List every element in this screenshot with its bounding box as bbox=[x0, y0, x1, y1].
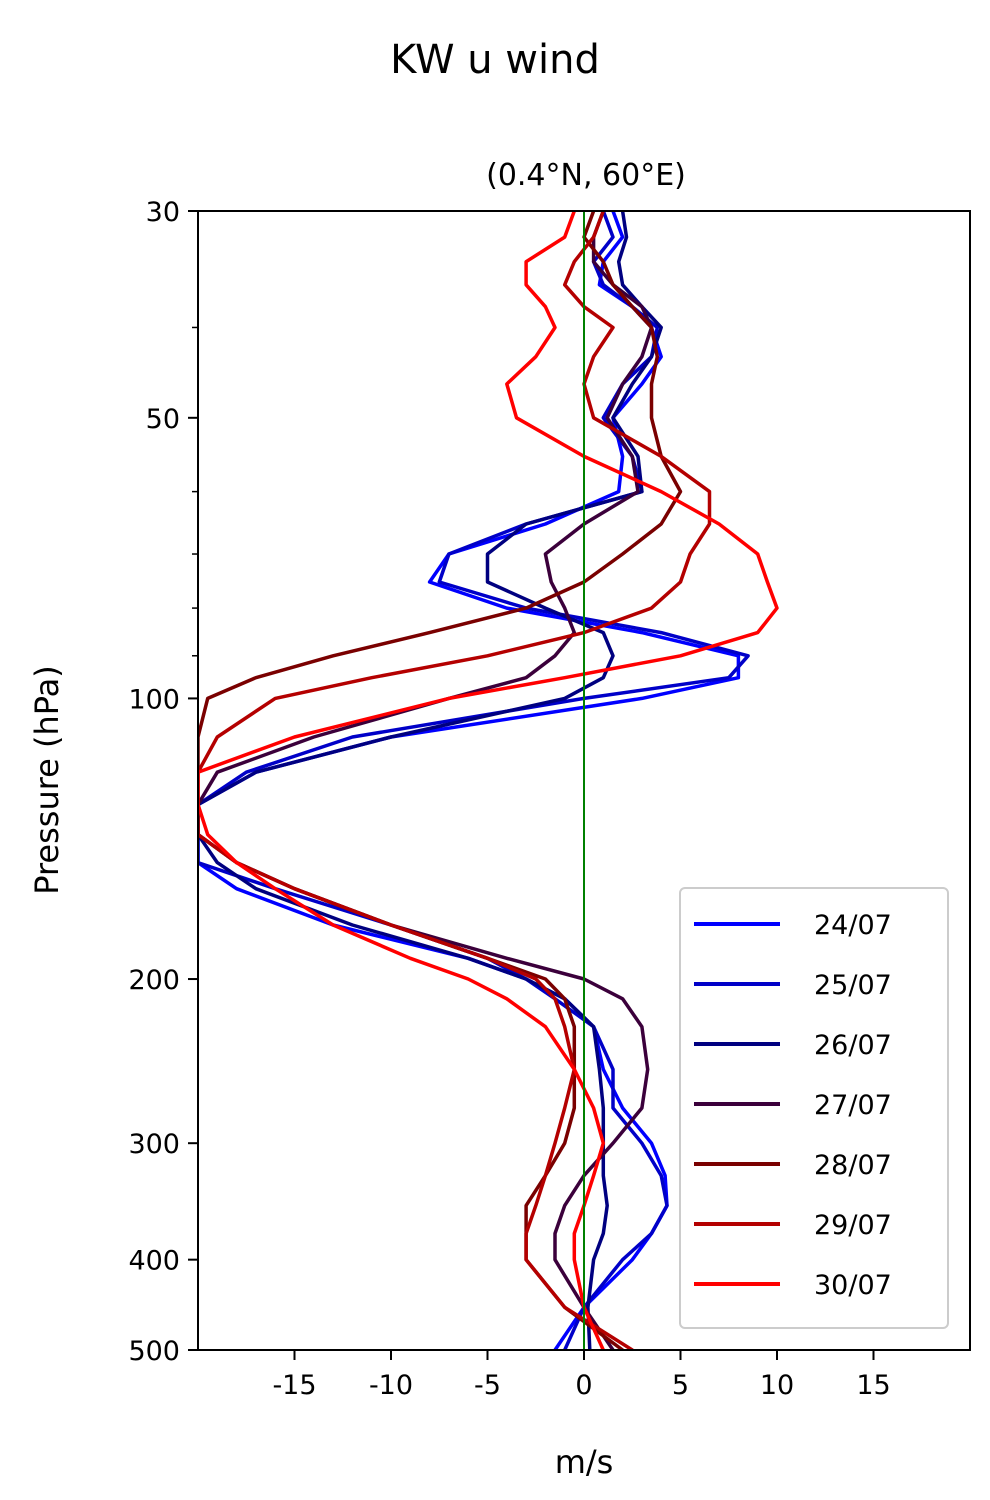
legend-items: 24/07 25/07 26/07 27/07 28/07 29/07 30/07 bbox=[694, 910, 892, 1301]
series-line-24-07 bbox=[198, 211, 741, 1350]
legend-label: 26/07 bbox=[814, 1030, 892, 1061]
series-line-28-07 bbox=[198, 211, 683, 1350]
y-tick-label: 300 bbox=[128, 1129, 180, 1160]
legend-label: 27/07 bbox=[814, 1090, 892, 1121]
chart-title: KW u wind bbox=[390, 37, 600, 83]
x-axis-ticks: -15 -10 -5 0 5 10 15 bbox=[272, 1350, 891, 1401]
legend-label: 25/07 bbox=[814, 970, 892, 1001]
series-layer bbox=[198, 211, 779, 1350]
y-axis-ticks: 30 50 100 200 300 400 500 bbox=[128, 197, 198, 1367]
series-line-27-07 bbox=[198, 211, 654, 1350]
y-tick-label: 500 bbox=[128, 1336, 180, 1367]
x-tick-label: -15 bbox=[272, 1370, 316, 1401]
x-tick-label: 15 bbox=[856, 1370, 890, 1401]
y-tick-label: 400 bbox=[128, 1246, 180, 1277]
x-axis-label: m/s bbox=[555, 1443, 614, 1481]
legend-label: 24/07 bbox=[814, 910, 892, 941]
legend-label: 28/07 bbox=[814, 1150, 892, 1181]
y-axis-label: Pressure (hPa) bbox=[28, 665, 66, 895]
series-line-30-07 bbox=[198, 211, 779, 1350]
x-tick-label: -5 bbox=[474, 1370, 501, 1401]
x-tick-label: 0 bbox=[575, 1370, 592, 1401]
y-tick-label: 100 bbox=[128, 684, 180, 715]
x-tick-label: -10 bbox=[369, 1370, 413, 1401]
legend-box bbox=[679, 887, 949, 1329]
series-line-25-07 bbox=[198, 211, 750, 1350]
legend-label: 29/07 bbox=[814, 1210, 892, 1241]
series-line-26-07 bbox=[198, 211, 663, 1350]
x-tick-label: 10 bbox=[760, 1370, 794, 1401]
legend: 24/07 25/07 26/07 27/07 28/07 29/07 30/07 bbox=[679, 887, 949, 1329]
legend-label: 30/07 bbox=[814, 1270, 892, 1301]
y-tick-label: 50 bbox=[146, 404, 180, 435]
y-tick-label: 200 bbox=[128, 965, 180, 996]
x-tick-label: 5 bbox=[672, 1370, 689, 1401]
chart-subtitle: (0.4°N, 60°E) bbox=[486, 158, 686, 193]
y-tick-label: 30 bbox=[146, 197, 180, 228]
series-line-29-07 bbox=[198, 211, 712, 1350]
